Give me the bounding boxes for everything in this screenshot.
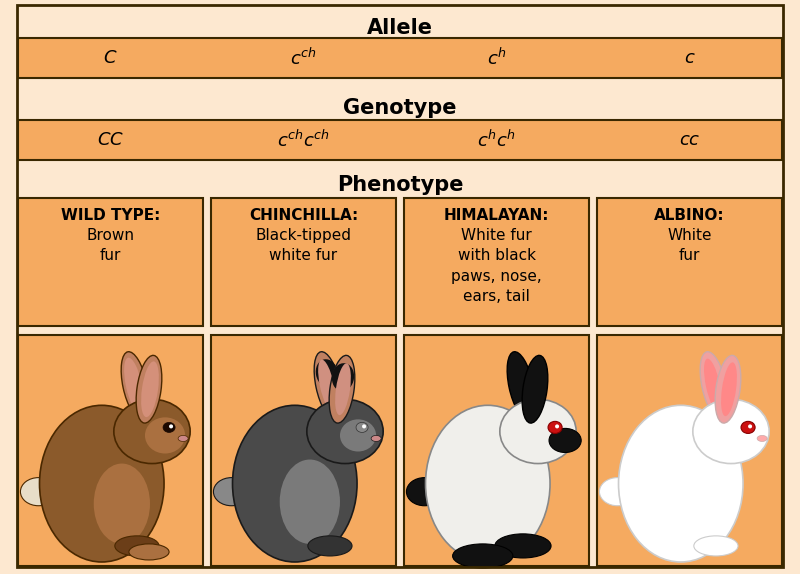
Ellipse shape xyxy=(549,428,581,452)
Ellipse shape xyxy=(715,355,741,423)
Ellipse shape xyxy=(507,352,534,418)
Ellipse shape xyxy=(356,422,368,432)
Ellipse shape xyxy=(332,363,354,391)
Text: Brown
fur: Brown fur xyxy=(86,228,134,263)
Ellipse shape xyxy=(335,363,351,415)
Text: $\mathit{c}$: $\mathit{c}$ xyxy=(684,49,695,67)
Ellipse shape xyxy=(121,352,149,418)
Bar xyxy=(18,120,782,160)
Text: $\mathit{c}^{\mathit{ch}}\mathit{c}^{\mathit{ch}}$: $\mathit{c}^{\mathit{ch}}\mathit{c}^{\ma… xyxy=(277,129,330,150)
Text: $\mathit{c}^{\mathit{h}}$: $\mathit{c}^{\mathit{h}}$ xyxy=(486,48,506,69)
Ellipse shape xyxy=(700,352,728,418)
Ellipse shape xyxy=(114,400,190,464)
Text: WILD TYPE:: WILD TYPE: xyxy=(61,208,160,223)
Ellipse shape xyxy=(704,359,722,412)
Bar xyxy=(404,198,589,326)
Ellipse shape xyxy=(94,464,150,544)
Text: White
fur: White fur xyxy=(667,228,712,263)
Text: Phenotype: Phenotype xyxy=(337,175,463,195)
Ellipse shape xyxy=(163,422,175,432)
Bar xyxy=(18,38,782,78)
Text: $\mathit{c}^{\mathit{h}}\mathit{c}^{\mathit{h}}$: $\mathit{c}^{\mathit{h}}\mathit{c}^{\mat… xyxy=(477,129,516,150)
Ellipse shape xyxy=(362,424,366,428)
Text: Black-tipped
white fur: Black-tipped white fur xyxy=(255,228,351,263)
Text: $\mathit{CC}$: $\mathit{CC}$ xyxy=(97,131,124,149)
Bar xyxy=(18,335,203,566)
Ellipse shape xyxy=(371,436,381,441)
Ellipse shape xyxy=(145,417,185,453)
Ellipse shape xyxy=(307,400,383,464)
Ellipse shape xyxy=(599,478,635,506)
Ellipse shape xyxy=(39,405,164,562)
Ellipse shape xyxy=(618,405,743,562)
Bar xyxy=(597,198,782,326)
Ellipse shape xyxy=(280,460,340,544)
Ellipse shape xyxy=(500,400,576,464)
Bar xyxy=(211,198,396,326)
Ellipse shape xyxy=(522,355,548,423)
Bar xyxy=(404,335,589,566)
Ellipse shape xyxy=(314,352,342,418)
Ellipse shape xyxy=(21,478,57,506)
Text: CHINCHILLA:: CHINCHILLA: xyxy=(249,208,358,223)
Text: Allele: Allele xyxy=(367,18,433,38)
Ellipse shape xyxy=(308,536,352,556)
Text: $\mathit{c}^{\mathit{ch}}$: $\mathit{c}^{\mathit{ch}}$ xyxy=(290,48,317,69)
Text: HIMALAYAN:: HIMALAYAN: xyxy=(444,208,550,223)
Ellipse shape xyxy=(694,536,738,556)
Ellipse shape xyxy=(406,478,442,506)
Ellipse shape xyxy=(340,420,376,452)
Ellipse shape xyxy=(129,544,169,560)
Ellipse shape xyxy=(741,421,755,433)
Ellipse shape xyxy=(233,405,357,562)
Ellipse shape xyxy=(453,544,513,568)
Ellipse shape xyxy=(136,355,162,423)
Ellipse shape xyxy=(693,400,769,464)
Ellipse shape xyxy=(721,362,737,416)
Ellipse shape xyxy=(124,358,144,413)
Ellipse shape xyxy=(555,424,559,428)
Text: ALBINO:: ALBINO: xyxy=(654,208,725,223)
Ellipse shape xyxy=(316,359,338,387)
Ellipse shape xyxy=(426,405,550,562)
Text: Genotype: Genotype xyxy=(343,98,457,118)
Bar xyxy=(211,335,396,566)
Ellipse shape xyxy=(318,360,336,411)
Bar xyxy=(18,198,203,326)
Ellipse shape xyxy=(757,436,767,441)
Ellipse shape xyxy=(178,436,188,441)
Ellipse shape xyxy=(329,355,355,423)
Ellipse shape xyxy=(495,534,551,558)
Ellipse shape xyxy=(169,424,173,428)
Ellipse shape xyxy=(141,362,159,417)
Ellipse shape xyxy=(214,478,250,506)
Text: $\mathit{cc}$: $\mathit{cc}$ xyxy=(678,131,700,149)
Ellipse shape xyxy=(115,536,159,556)
Text: $\mathit{C}$: $\mathit{C}$ xyxy=(103,49,118,67)
Ellipse shape xyxy=(548,421,562,433)
Bar xyxy=(597,335,782,566)
Text: White fur
with black
paws, nose,
ears, tail: White fur with black paws, nose, ears, t… xyxy=(451,228,542,304)
Ellipse shape xyxy=(748,424,752,428)
